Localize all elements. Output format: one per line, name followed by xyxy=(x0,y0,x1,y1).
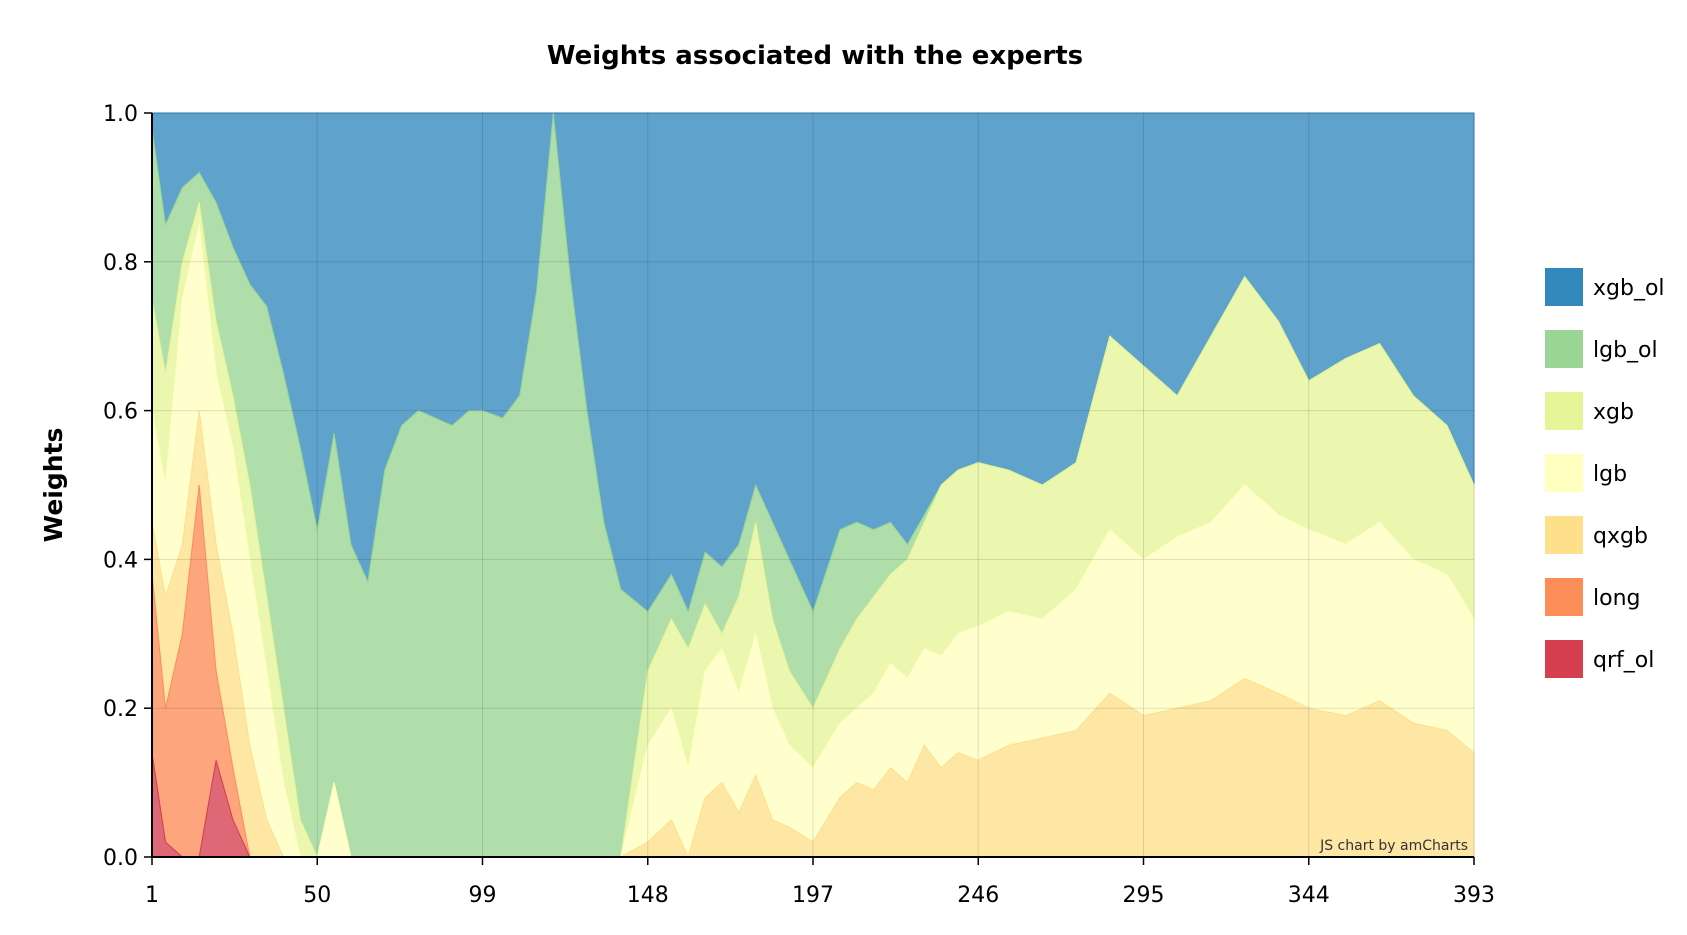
y-tick-label: 0.8 xyxy=(103,251,138,276)
legend-label[interactable]: xgb xyxy=(1593,400,1634,425)
axes: 0.0 0.2 0.4 0.6 0.8 1.0 1 50 99 148 197 246 295 344 39… xyxy=(103,102,1495,908)
legend-swatch[interactable] xyxy=(1545,454,1583,492)
legend-swatch[interactable] xyxy=(1545,640,1583,678)
y-tick-label: 0.2 xyxy=(103,697,138,722)
legend-swatch[interactable] xyxy=(1545,578,1583,616)
legend-item-qxgb[interactable]: qxgb xyxy=(1545,516,1648,554)
legend-label[interactable]: lgb xyxy=(1593,462,1627,487)
legend-label[interactable]: lgb_ol xyxy=(1593,338,1658,363)
legend-item-lgb_ol[interactable]: lgb_ol xyxy=(1545,330,1658,368)
x-tick-label: 295 xyxy=(1123,883,1165,908)
legend-item-xgb_ol[interactable]: xgb_ol xyxy=(1545,268,1665,306)
y-tick-label: 1.0 xyxy=(103,102,138,127)
legend-label[interactable]: qxgb xyxy=(1593,524,1648,549)
x-tick-label: 1 xyxy=(145,883,159,908)
legend-label[interactable]: qrf_ol xyxy=(1593,648,1654,673)
x-tick-label: 148 xyxy=(627,883,669,908)
legend-swatch[interactable] xyxy=(1545,330,1583,368)
chart-title: Weights associated with the experts xyxy=(547,41,1083,71)
x-tick-label: 50 xyxy=(303,883,331,908)
x-tick-label: 99 xyxy=(469,883,497,908)
chart-credit[interactable]: JS chart by amCharts xyxy=(1319,838,1468,854)
legend-label[interactable]: xgb_ol xyxy=(1593,276,1665,301)
legend-item-long[interactable]: long xyxy=(1545,578,1640,616)
x-tick-label: 344 xyxy=(1288,883,1330,908)
y-tick-label: 0.4 xyxy=(103,548,138,573)
legend-item-qrf_ol[interactable]: qrf_ol xyxy=(1545,640,1654,678)
legend-swatch[interactable] xyxy=(1545,392,1583,430)
x-tick-label: 246 xyxy=(957,883,999,908)
y-axis-label: Weights xyxy=(39,428,68,543)
legend-label[interactable]: long xyxy=(1593,586,1640,611)
x-tick-label: 197 xyxy=(792,883,834,908)
y-tick-label: 0.0 xyxy=(103,846,138,871)
legend-swatch[interactable] xyxy=(1545,268,1583,306)
x-tick-label: 393 xyxy=(1453,883,1495,908)
legend-item-lgb[interactable]: lgb xyxy=(1545,454,1627,492)
y-tick-label: 0.6 xyxy=(103,400,138,425)
legend-swatch[interactable] xyxy=(1545,516,1583,554)
legend-item-xgb[interactable]: xgb xyxy=(1545,392,1634,430)
